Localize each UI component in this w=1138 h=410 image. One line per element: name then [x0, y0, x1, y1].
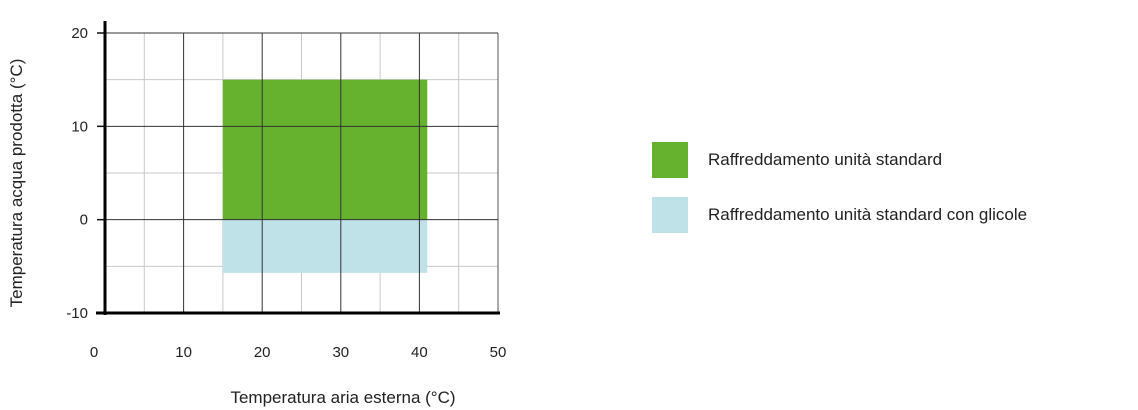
plot-regions	[222, 79, 428, 273]
legend-swatch-glycol	[652, 197, 688, 233]
x-tick-label: 40	[411, 344, 428, 361]
x-tick-label: 30	[332, 344, 349, 361]
chart: 0 10 20 30 40 50 -10 0 10 20 Temperatura aria es…	[7, 21, 507, 407]
legend-item-glycol: Raffreddamento unità standard con glicol…	[652, 197, 1027, 233]
x-tick-label: 20	[254, 344, 271, 361]
x-tick-label: 50	[490, 344, 507, 361]
x-tick-labels: 0 10 20 30 40 50	[90, 344, 507, 361]
y-tick-label: -10	[66, 305, 88, 322]
x-axis-title: Temperatura aria esterna (°C)	[230, 388, 455, 407]
y-tick-label: 0	[80, 212, 88, 229]
legend-swatch-standard	[652, 142, 688, 178]
y-axis-title: Temperatura acqua prodotta (°C)	[7, 59, 26, 308]
y-tick-label: 10	[71, 118, 88, 135]
x-tick-label: 0	[90, 344, 98, 361]
x-tick-label: 10	[175, 344, 192, 361]
region-glycol	[222, 219, 428, 273]
legend-label-standard: Raffreddamento unità standard	[708, 150, 943, 169]
legend-label-glycol: Raffreddamento unità standard con glicol…	[708, 205, 1028, 224]
y-tick-label: 20	[71, 25, 88, 42]
legend: Raffreddamento unità standard Raffreddam…	[652, 142, 1027, 252]
region-standard	[222, 79, 428, 220]
legend-item-standard: Raffreddamento unità standard	[652, 142, 1027, 178]
y-tick-labels: -10 0 10 20	[66, 25, 88, 322]
axes	[96, 21, 500, 315]
